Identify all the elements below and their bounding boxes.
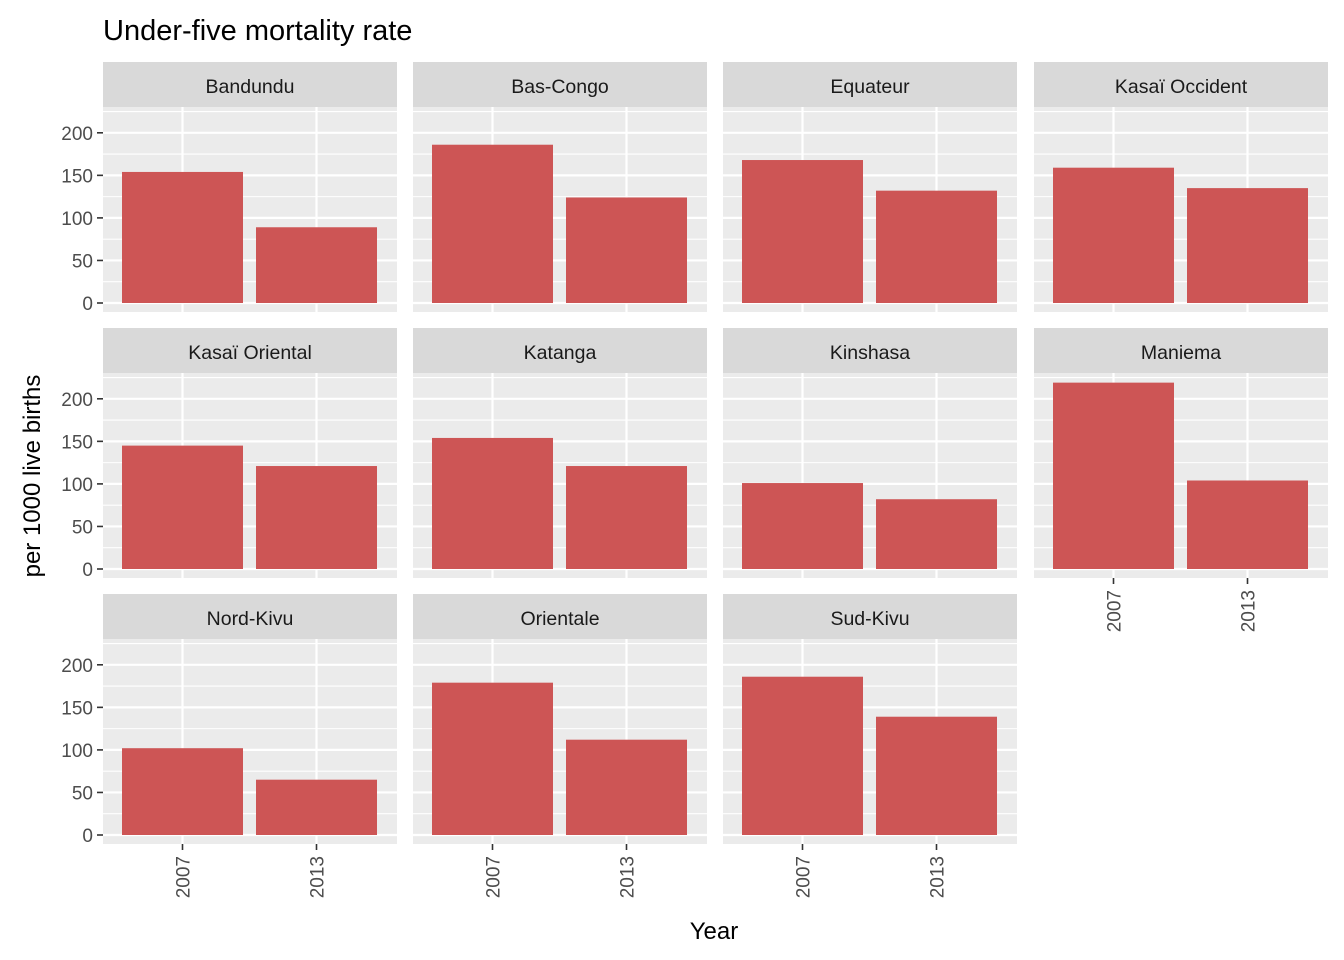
strip-label: Kinshasa xyxy=(830,342,910,364)
y-tick-label: 100 xyxy=(61,741,93,762)
x-tick-label: 2007 xyxy=(1105,590,1126,632)
strip-background xyxy=(1034,328,1328,373)
y-tick-label: 100 xyxy=(61,209,93,230)
strip-label: Katanga xyxy=(524,342,597,364)
strip-background xyxy=(413,594,707,639)
x-axis-maniema: 2007 2013 xyxy=(1105,578,1260,632)
strip-label: Nord-Kivu xyxy=(207,608,294,630)
bar-orientale-2013 xyxy=(566,739,687,835)
bar-sud-kivu-2013 xyxy=(876,716,997,835)
panel-bas-congo: Bas-Congo xyxy=(413,62,707,312)
x-tick-label: 2007 xyxy=(174,856,195,898)
y-tick-label: 100 xyxy=(61,475,93,496)
bar-kinshasa-2007 xyxy=(742,483,863,569)
strip-background xyxy=(413,328,707,373)
strip-background xyxy=(723,594,1017,639)
panel-orientale: Orientale xyxy=(413,594,707,844)
bar-kasai-occident-2013 xyxy=(1187,188,1308,303)
y-tick-label: 50 xyxy=(72,783,93,804)
strip-label: Kasaï Oriental xyxy=(188,342,312,364)
strip-label: Bandundu xyxy=(206,76,295,98)
x-tick-label: 2013 xyxy=(928,856,949,898)
strip-label: Maniema xyxy=(1141,342,1221,364)
strip-background xyxy=(103,594,397,639)
strip-label: Bas-Congo xyxy=(511,76,609,98)
bar-nord-kivu-2013 xyxy=(256,779,377,835)
bar-bas-congo-2007 xyxy=(432,144,553,303)
chart-title: Under-five mortality rate xyxy=(103,15,412,47)
x-tick-label: 2007 xyxy=(484,856,505,898)
bar-katanga-2013 xyxy=(566,466,687,569)
bar-kasai-occident-2007 xyxy=(1053,167,1174,303)
panel-katanga: Katanga xyxy=(413,328,707,578)
strip-label: Sud-Kivu xyxy=(830,608,909,630)
y-tick-label: 200 xyxy=(61,124,93,145)
bar-orientale-2007 xyxy=(432,682,553,835)
y-tick-label: 50 xyxy=(72,251,93,272)
bar-equateur-2013 xyxy=(876,190,997,303)
y-tick-label: 200 xyxy=(61,390,93,411)
x-tick-label: 2007 xyxy=(794,856,815,898)
bar-equateur-2007 xyxy=(742,160,863,303)
y-tick-label: 150 xyxy=(61,166,93,187)
bar-maniema-2007 xyxy=(1053,382,1174,569)
y-tick-label: 50 xyxy=(72,517,93,538)
panel-sud-kivu: Sud-Kivu xyxy=(723,594,1017,844)
strip-background xyxy=(1034,62,1328,107)
strip-background xyxy=(103,328,397,373)
x-axis-sud-kivu: 2007 2013 xyxy=(794,844,949,898)
panel-kasai-occident: Kasaï Occident xyxy=(1034,62,1328,312)
panel-nord-kivu: Nord-Kivu 0 50 100 150 200 xyxy=(61,594,397,847)
panel-kasai-oriental: Kasaï Oriental 0 50 100 150 200 xyxy=(61,328,397,581)
panel-kinshasa: Kinshasa xyxy=(723,328,1017,578)
y-tick-label: 200 xyxy=(61,656,93,677)
x-axis-nord-kivu: 2007 2013 xyxy=(174,844,329,898)
x-axis-title: Year xyxy=(690,918,739,945)
bar-kasai-oriental-2013 xyxy=(256,466,377,569)
panel-equateur: Equateur xyxy=(723,62,1017,312)
strip-background xyxy=(723,62,1017,107)
strip-label: Orientale xyxy=(520,608,599,630)
y-tick-label: 150 xyxy=(61,432,93,453)
x-tick-label: 2013 xyxy=(1239,590,1260,632)
bar-nord-kivu-2007 xyxy=(122,748,243,835)
facet-panels: Bandundu 0 50 100 150 200 Bas-Congo Equateur Kas… xyxy=(61,62,1328,847)
strip-background xyxy=(103,62,397,107)
panel-maniema: Maniema xyxy=(1034,328,1328,578)
y-axis-title: per 1000 live births xyxy=(19,375,46,578)
x-tick-label: 2013 xyxy=(308,856,329,898)
bar-bandundu-2007 xyxy=(122,171,243,303)
bar-bas-congo-2013 xyxy=(566,197,687,303)
x-axes: 2007 2013 2007 2013 2007 2013 2007 2013 xyxy=(174,578,1260,898)
bar-bandundu-2013 xyxy=(256,227,377,303)
y-tick-label: 150 xyxy=(61,698,93,719)
strip-label: Equateur xyxy=(830,76,910,98)
y-tick-label: 0 xyxy=(82,560,93,581)
strip-background xyxy=(723,328,1017,373)
bar-maniema-2013 xyxy=(1187,480,1308,569)
bar-katanga-2007 xyxy=(432,437,553,569)
y-tick-label: 0 xyxy=(82,826,93,847)
bar-kinshasa-2013 xyxy=(876,499,997,569)
x-tick-label: 2013 xyxy=(618,856,639,898)
strip-label: Kasaï Occident xyxy=(1115,76,1248,98)
bar-kasai-oriental-2007 xyxy=(122,445,243,569)
bar-sud-kivu-2007 xyxy=(742,676,863,835)
strip-background xyxy=(413,62,707,107)
panel-bandundu: Bandundu 0 50 100 150 200 xyxy=(61,62,397,315)
y-tick-label: 0 xyxy=(82,294,93,315)
x-axis-orientale: 2007 2013 xyxy=(484,844,639,898)
